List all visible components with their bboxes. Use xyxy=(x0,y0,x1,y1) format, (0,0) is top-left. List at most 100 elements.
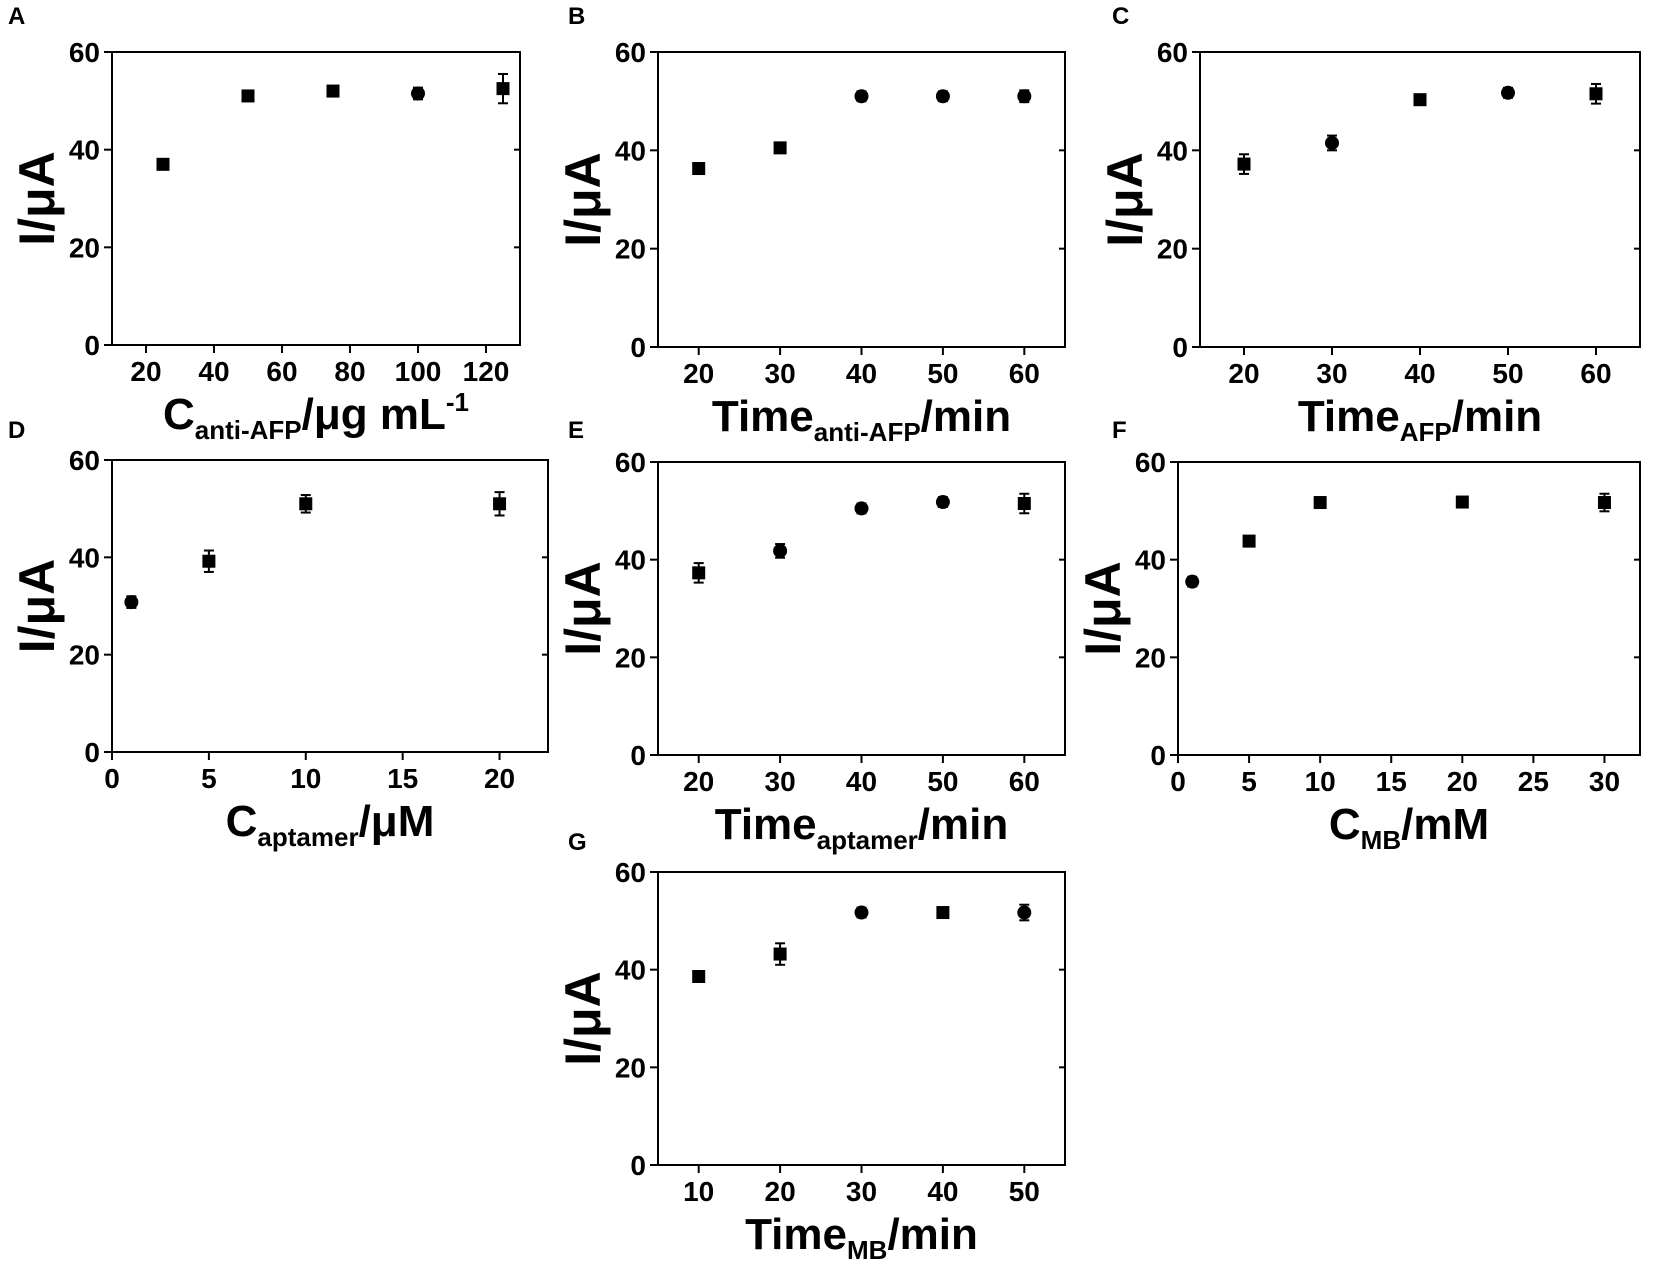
marker-square xyxy=(692,566,706,580)
data-point xyxy=(692,562,706,584)
panel-letter-g: G xyxy=(568,829,587,856)
y-tick-label: 20 xyxy=(615,1052,646,1083)
y-tick-label: 20 xyxy=(69,640,100,671)
x-tick-label: 40 xyxy=(927,1176,958,1207)
x-tick-label: 5 xyxy=(1241,766,1257,797)
data-point xyxy=(1455,495,1469,509)
x-tick-label: 40 xyxy=(846,358,877,389)
x-tick-label: 120 xyxy=(463,356,510,387)
x-axis-label-tail: /mM xyxy=(1401,800,1489,849)
y-axis-label: I/μA xyxy=(555,152,611,246)
x-tick-label: 50 xyxy=(927,766,958,797)
marker-square xyxy=(1597,496,1611,510)
x-axis-label-subscript: anti-AFP xyxy=(814,417,921,447)
marker-circle xyxy=(1501,85,1515,100)
data-point xyxy=(1017,903,1032,922)
y-tick-label: 60 xyxy=(1157,37,1188,68)
panel-letter-c: C xyxy=(1112,3,1129,30)
marker-circle xyxy=(854,501,869,516)
x-tick-label: 30 xyxy=(846,1176,877,1207)
data-point xyxy=(124,595,139,610)
y-tick-label: 0 xyxy=(630,740,646,771)
y-tick-label: 60 xyxy=(615,447,646,478)
x-axis-label-subscript: AFP xyxy=(1400,417,1452,447)
y-tick-label: 20 xyxy=(615,642,646,673)
y-tick-label: 20 xyxy=(1157,234,1188,265)
marker-square xyxy=(1455,495,1469,509)
x-tick-label: 5 xyxy=(201,763,217,794)
data-point xyxy=(936,906,950,920)
panel-letter-d: D xyxy=(8,417,25,444)
panel-b: B 0 20 40 60 20 30 40 50 60 I/μA Timeanti-AFP/min xyxy=(555,3,1066,447)
y-tick-label: 40 xyxy=(1135,545,1166,576)
y-tick-label: 20 xyxy=(69,232,100,263)
x-tick-label: 30 xyxy=(1589,766,1620,797)
x-tick-label: 30 xyxy=(765,358,796,389)
x-tick-label: 60 xyxy=(1009,358,1040,389)
panel-c: C 0 20 40 60 20 30 40 50 60 I/μA TimeAFP/min xyxy=(1097,3,1641,447)
y-tick-label: 0 xyxy=(630,1150,646,1181)
panel-a: A 0 20 40 60 20 40 60 80 100 120 I/μA Canti-AFP/μg m… xyxy=(8,3,521,445)
y-tick-label: 0 xyxy=(630,332,646,363)
x-axis-label: Timeaptamer/min xyxy=(715,800,1009,855)
data-point xyxy=(692,970,706,984)
marker-circle xyxy=(1017,905,1032,920)
y-axis-label: I/μA xyxy=(1075,561,1131,655)
x-axis-label-subscript: aptamer xyxy=(257,822,358,852)
marker-square xyxy=(1589,87,1603,101)
x-axis-label-main: Time xyxy=(1298,392,1400,441)
marker-circle xyxy=(773,543,788,558)
marker-square xyxy=(1242,534,1256,548)
data-point xyxy=(935,495,950,510)
data-point xyxy=(1589,82,1603,105)
x-axis-label: CMB/mM xyxy=(1329,800,1489,855)
data-point xyxy=(1017,492,1031,515)
x-tick-label: 20 xyxy=(484,763,515,794)
x-axis-label-main: C xyxy=(1329,800,1361,849)
marker-square xyxy=(326,84,340,98)
marker-circle xyxy=(124,595,139,610)
data-point xyxy=(1242,534,1256,548)
x-axis-label-subscript: aptamer xyxy=(817,825,918,855)
y-tick-label: 20 xyxy=(1135,642,1166,673)
x-axis-label-tail: /min xyxy=(887,1210,977,1259)
data-point xyxy=(935,89,950,104)
marker-square xyxy=(773,947,787,961)
marker-circle xyxy=(854,89,869,104)
x-axis-label-tail: /min xyxy=(921,392,1011,441)
y-tick-label: 40 xyxy=(615,955,646,986)
x-tick-label: 40 xyxy=(1404,358,1435,389)
x-tick-label: 20 xyxy=(683,358,714,389)
y-tick-label: 0 xyxy=(1172,332,1188,363)
marker-square xyxy=(1237,157,1251,171)
x-tick-label: 15 xyxy=(387,763,418,794)
marker-circle xyxy=(1325,135,1339,150)
x-tick-label: 50 xyxy=(1009,1176,1040,1207)
x-axis-label: Timeanti-AFP/min xyxy=(712,392,1011,447)
x-tick-label: 20 xyxy=(683,766,714,797)
data-point xyxy=(1313,496,1327,510)
marker-square xyxy=(496,82,510,96)
panel-letter-a: A xyxy=(8,3,25,30)
y-axis-label: I/μA xyxy=(9,151,65,245)
x-tick-label: 30 xyxy=(765,766,796,797)
x-tick-label: 50 xyxy=(927,358,958,389)
marker-square xyxy=(241,89,255,103)
x-tick-label: 10 xyxy=(290,763,321,794)
plot-frame-a xyxy=(111,51,521,346)
y-axis-label: I/μA xyxy=(9,559,65,653)
data-point xyxy=(773,141,787,155)
data-point xyxy=(326,84,340,98)
y-tick-label: 60 xyxy=(615,37,646,68)
marker-square xyxy=(692,970,706,984)
marker-circle xyxy=(1017,89,1032,104)
x-tick-label: 60 xyxy=(266,356,297,387)
panel-letter-b: B xyxy=(568,3,585,30)
x-tick-label: 10 xyxy=(683,1176,714,1207)
marker-square xyxy=(1017,497,1031,511)
x-axis-label-subscript: anti-AFP xyxy=(195,415,302,445)
x-tick-label: 10 xyxy=(1305,766,1336,797)
data-point xyxy=(1597,492,1611,513)
marker-circle xyxy=(935,495,950,510)
